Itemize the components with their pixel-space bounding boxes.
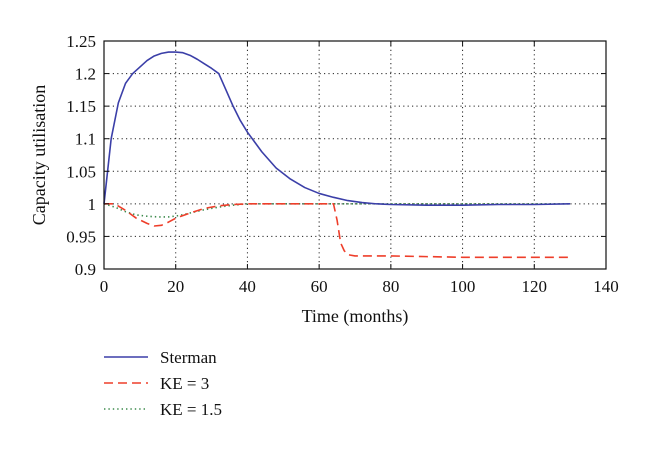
x-tick-label: 120 xyxy=(522,277,548,296)
x-tick-label: 0 xyxy=(100,277,109,296)
axis-ticks xyxy=(103,40,607,270)
plot-frame xyxy=(103,40,607,270)
tick-labels: 0 20 40 60 80 100 120 140 0.9 0.95 1 1.05 1.1 1.15 1.2… xyxy=(66,32,619,296)
y-tick-label: 1 xyxy=(88,195,97,214)
legend-label-1: KE = 3 xyxy=(160,374,209,393)
y-tick-label: 0.9 xyxy=(75,260,96,279)
x-tick-label: 60 xyxy=(311,277,328,296)
x-tick-label: 40 xyxy=(239,277,256,296)
y-tick-label: 1.2 xyxy=(75,65,96,84)
x-tick-label: 100 xyxy=(450,277,476,296)
x-axis-label: Time (months) xyxy=(302,306,409,327)
legend-label-0: Sterman xyxy=(160,348,217,367)
y-tick-label: 0.95 xyxy=(66,227,96,246)
y-tick-label: 1.05 xyxy=(66,162,96,181)
x-tick-label: 140 xyxy=(593,277,619,296)
y-tick-label: 1.25 xyxy=(66,32,96,51)
x-tick-label: 20 xyxy=(167,277,184,296)
legend-label-2: KE = 1.5 xyxy=(160,400,222,419)
grid-lines xyxy=(104,41,606,269)
legend: Sterman KE = 3 KE = 1.5 xyxy=(104,348,222,419)
series-line-0 xyxy=(103,51,571,206)
x-tick-label: 80 xyxy=(382,277,399,296)
series-lines xyxy=(103,51,571,259)
series-line-1 xyxy=(104,203,571,259)
y-axis-label: Capacity utilisation xyxy=(29,85,49,225)
y-tick-label: 1.1 xyxy=(75,130,96,149)
series-line-2 xyxy=(103,203,571,218)
y-tick-label: 1.15 xyxy=(66,97,96,116)
